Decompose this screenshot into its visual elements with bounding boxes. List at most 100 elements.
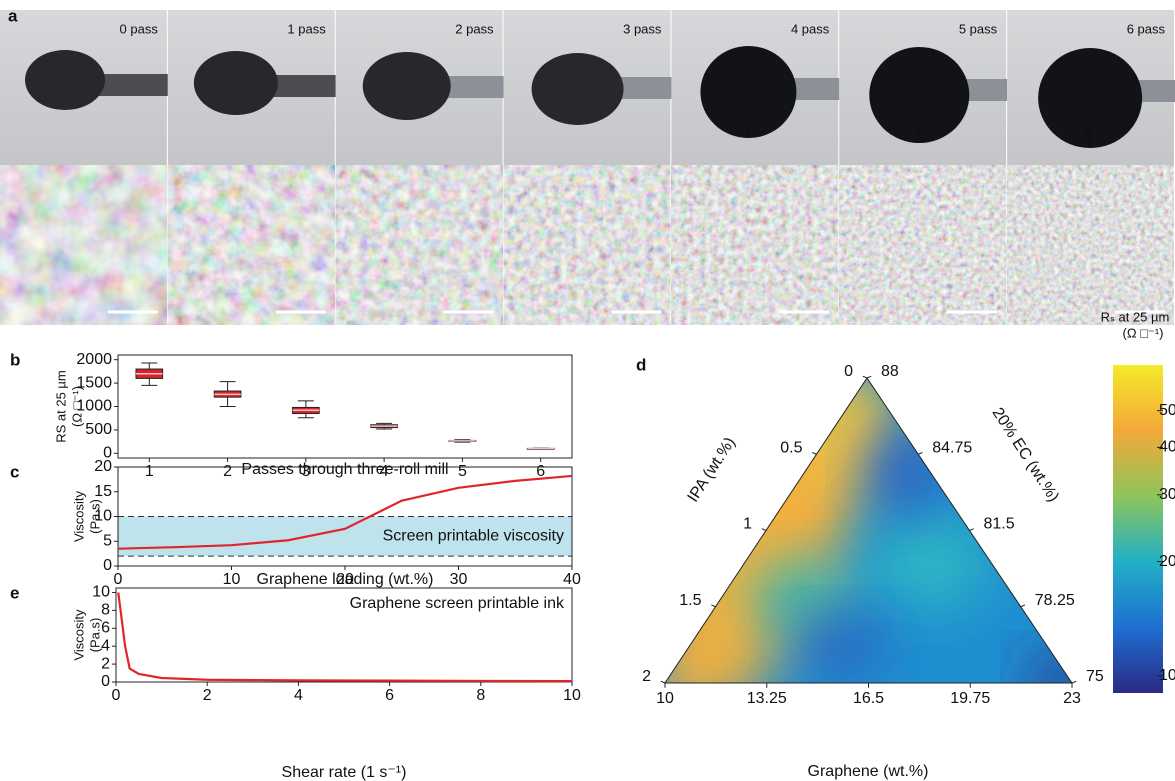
ink-blob: [700, 46, 797, 138]
photo-label: 2 pass: [455, 21, 494, 36]
axis-label: IPA (wt.%): [685, 434, 739, 505]
ink-blob: [25, 50, 105, 110]
ink-drip: [1085, 128, 1094, 147]
x-tick-label: 4: [380, 463, 389, 480]
x-axis-label: Passes through three-roll mill: [241, 461, 448, 478]
y-axis-label: (Pa.s): [87, 499, 102, 534]
photo-panel: 0 pass 1 pass 2 pass 3 pass 4 pass 5 pass 6 pa…: [0, 10, 1175, 325]
colorbar-tick-label: 30: [1159, 486, 1175, 503]
axis-label: 20% EC (wt.%): [989, 405, 1062, 505]
ternary-tick: [1020, 604, 1026, 608]
ternary-tick-label: 10: [656, 690, 674, 707]
x-tick-label: 10: [223, 571, 241, 588]
photo-label: 1 pass: [287, 21, 326, 36]
photo-label: 3 pass: [623, 21, 662, 36]
panel-label: d: [636, 355, 646, 374]
ternary-tick-label: 81.5: [984, 516, 1015, 533]
ink-blob: [1038, 48, 1143, 148]
ternary-heatmap: [665, 378, 1072, 683]
colorbar-tick-label: 20: [1159, 553, 1175, 570]
photo-label: 0 pass: [120, 21, 159, 36]
axis-label: Graphene (wt.%): [808, 763, 929, 780]
x-tick-label: 3: [301, 463, 310, 480]
y-axis-label: Viscosity: [71, 490, 86, 542]
ternary-tick: [812, 451, 817, 455]
ternary-tick-label: 1: [743, 516, 752, 533]
ink-drip: [914, 125, 923, 143]
x-tick-label: 30: [450, 571, 468, 588]
x-axis-label: Graphene loading (wt.%): [257, 571, 434, 588]
ternary-tick-label: 84.75: [932, 439, 972, 456]
ternary-tick: [866, 375, 872, 379]
ternary-tick-label: 0: [844, 363, 853, 380]
colorbar-tick-label: 50: [1159, 402, 1175, 419]
y-tick-label: 10: [92, 584, 110, 601]
plot-frame: [117, 354, 573, 459]
ternary-tick-label: 13.25: [747, 690, 787, 707]
ternary-tick-label: 78.25: [1035, 592, 1075, 609]
x-tick-label: 8: [476, 687, 485, 704]
ink-drip: [743, 122, 752, 138]
ternary-tick-label: 23: [1063, 690, 1081, 707]
ternary-tick: [711, 604, 716, 608]
colorbar-tick-label: 10: [1159, 667, 1175, 684]
ternary-tick-label: 1.5: [679, 592, 701, 609]
sem-image: [0, 165, 167, 325]
y-tick-label: 8: [101, 602, 110, 619]
colorbar-title: Rₛ at 25 µm: [1101, 309, 1170, 324]
ternary-tick-label: 19.75: [950, 690, 990, 707]
y-tick-label: 500: [85, 421, 112, 438]
y-tick-label: 1000: [76, 398, 112, 415]
x-tick-label: 6: [385, 687, 394, 704]
x-tick-label: 4: [294, 687, 303, 704]
ternary-tick: [969, 528, 974, 531]
y-tick-label: 0: [103, 445, 112, 462]
ternary-tick: [660, 680, 666, 684]
ternary-tick-label: 2: [642, 668, 651, 685]
y-tick-label: 5: [103, 532, 112, 549]
colorbar: [1113, 365, 1163, 693]
colorbar-tick-label: 40: [1159, 439, 1175, 456]
x-tick-label: 6: [536, 463, 545, 480]
y-tick-label: 20: [94, 458, 112, 475]
x-tick-label: 2: [223, 463, 232, 480]
y-tick-label: 6: [101, 620, 110, 637]
line: [117, 474, 573, 550]
ternary-tick: [1071, 680, 1077, 684]
y-tick-label: 2000: [76, 351, 112, 368]
annotation: Screen printable viscosity: [383, 528, 564, 545]
ternary-tick-label: 75: [1086, 668, 1104, 685]
x-tick-label: 2: [203, 687, 212, 704]
line: [117, 592, 573, 683]
sem-image: [1007, 165, 1174, 325]
photo-label: 6 pass: [1127, 21, 1166, 36]
y-tick-label: 1500: [76, 374, 112, 391]
ink-blob: [531, 53, 624, 125]
panel-label: c: [10, 462, 19, 481]
panel-label: b: [10, 350, 20, 369]
ternary-tick-label: 16.5: [853, 690, 884, 707]
panel-label: a: [8, 6, 18, 25]
plot-frame: [115, 587, 573, 683]
panel-label: e: [10, 583, 19, 602]
ink-blob: [869, 47, 970, 143]
x-tick-label: 40: [563, 571, 581, 588]
sem-image: [503, 165, 671, 325]
y-axis-label: (Ω □⁻¹): [69, 386, 84, 427]
y-tick-label: 4: [101, 637, 110, 654]
photo-label: 4 pass: [791, 21, 830, 36]
y-axis-label: Viscosity: [71, 609, 86, 661]
sem-image: [335, 165, 503, 325]
x-tick-label: 1: [145, 463, 154, 480]
ternary-tick: [761, 528, 767, 531]
band: [118, 516, 572, 557]
ink-blob: [193, 51, 278, 115]
ink-blob: [362, 52, 451, 120]
x-axis-label: Shear rate (1 s⁻¹): [282, 764, 407, 781]
x-tick-label: 10: [563, 687, 581, 704]
photo-label: 5 pass: [959, 21, 998, 36]
y-tick-label: 15: [94, 483, 112, 500]
sem-image: [671, 165, 839, 325]
x-tick-label: 5: [458, 463, 467, 480]
